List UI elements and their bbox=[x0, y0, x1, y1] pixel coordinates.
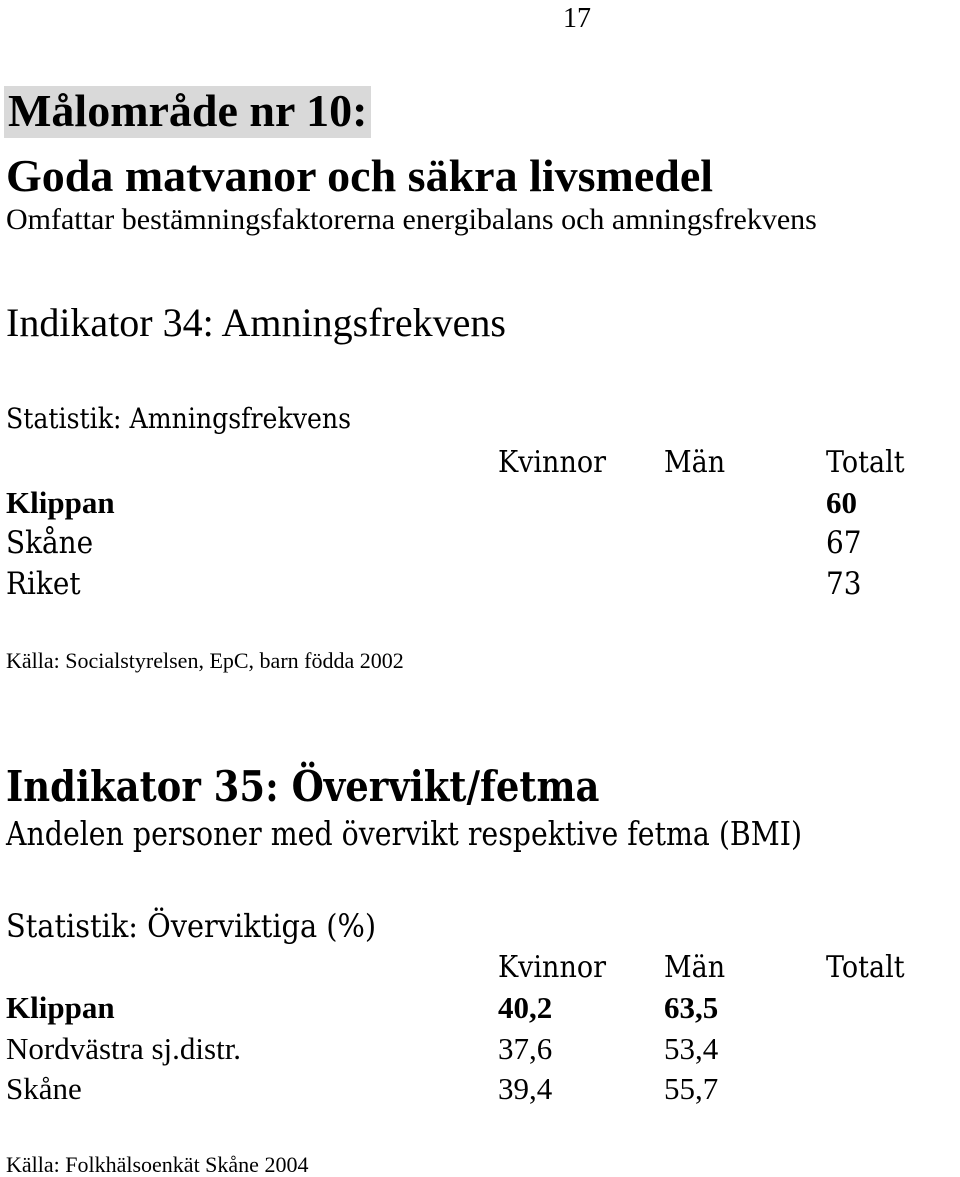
goal-scope: Omfattar bestämningsfaktorerna energibal… bbox=[6, 203, 817, 236]
header-totalt: Totalt bbox=[826, 950, 905, 985]
table-row-man: 63,5 bbox=[664, 990, 719, 1025]
page-number: 17 bbox=[563, 3, 591, 34]
indicator-35-statistic: Statistik: Överviktiga (%) bbox=[6, 907, 377, 945]
table-row-totalt: 73 bbox=[826, 566, 862, 602]
goal-subtitle: Goda matvanor och säkra livsmedel bbox=[6, 150, 714, 201]
indicator-34-title: Indikator 34: Amningsfrekvens bbox=[6, 300, 506, 345]
table-row-man: 55,7 bbox=[664, 1071, 719, 1106]
table-row-totalt: 67 bbox=[826, 525, 862, 561]
indicator-35-description: Andelen personer med övervikt respektive… bbox=[6, 814, 803, 853]
indicator-35-source: Källa: Folkhälsoenkät Skåne 2004 bbox=[6, 1152, 309, 1177]
table-row-region: Skåne bbox=[6, 525, 94, 561]
indicator-35-title: Indikator 35: Övervikt/fetma bbox=[6, 762, 600, 811]
table-row-region: Skåne bbox=[6, 1071, 82, 1106]
table-row-kvinnor: 37,6 bbox=[498, 1031, 553, 1066]
indicator-34-source: Källa: Socialstyrelsen, EpC, barn födda … bbox=[6, 648, 404, 673]
table-row-region: Klippan bbox=[6, 485, 115, 520]
table-row-region: Nordvästra sj.distr. bbox=[6, 1031, 242, 1066]
table-row-totalt: 60 bbox=[826, 485, 857, 520]
table-row-region: Riket bbox=[6, 566, 81, 602]
header-kvinnor: Kvinnor bbox=[498, 445, 606, 480]
table-row-kvinnor: 40,2 bbox=[498, 990, 553, 1025]
indicator-34-statistic: Statistik: Amningsfrekvens bbox=[6, 402, 352, 435]
header-totalt: Totalt bbox=[826, 445, 905, 480]
header-man: Män bbox=[664, 445, 726, 480]
header-kvinnor: Kvinnor bbox=[498, 950, 606, 985]
table-row-man: 53,4 bbox=[664, 1031, 719, 1066]
table-row-kvinnor: 39,4 bbox=[498, 1071, 553, 1106]
header-man: Män bbox=[664, 950, 726, 985]
table-row-region: Klippan bbox=[6, 990, 115, 1025]
goal-title: Målområde nr 10: bbox=[4, 86, 372, 138]
